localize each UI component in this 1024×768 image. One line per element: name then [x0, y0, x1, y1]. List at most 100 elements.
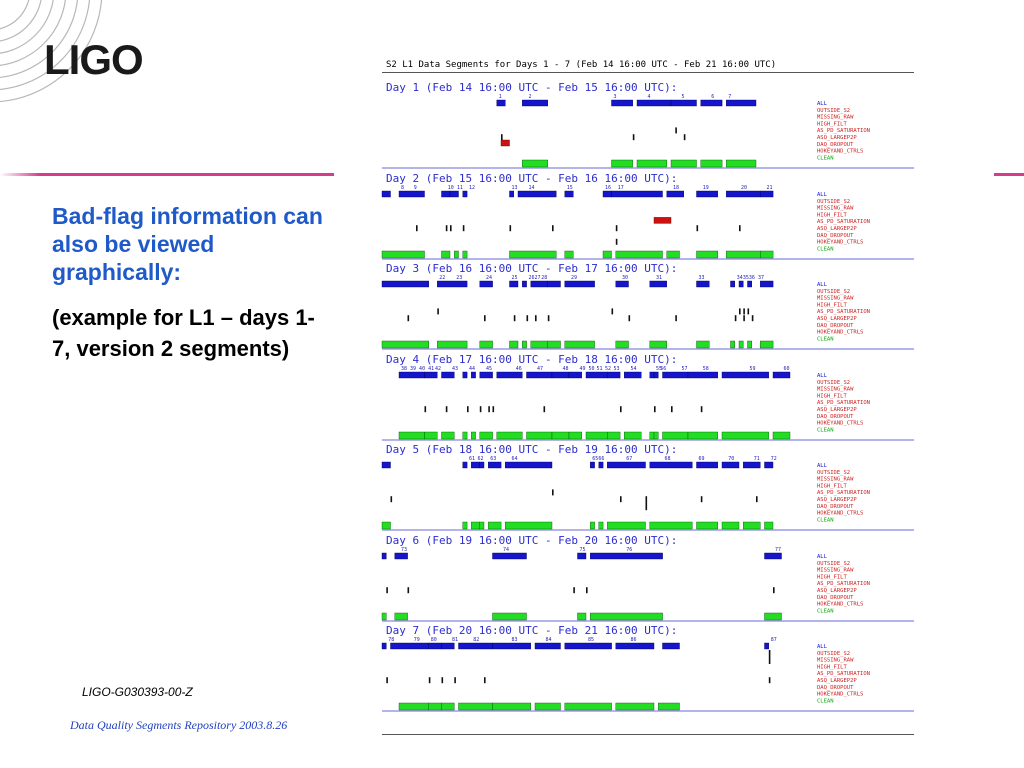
flag-tick [424, 405, 427, 412]
day-header: Day 5 (Feb 18 16:00 UTC - Feb 19 16:00 U… [386, 443, 677, 456]
clean-segment-bar [700, 159, 723, 168]
segment-bar [696, 190, 718, 197]
clean-segment-bar [492, 702, 531, 711]
segment-number: 57 [682, 366, 688, 372]
segment-number: 43 [452, 366, 458, 372]
clean-segment-bar [471, 431, 476, 439]
flag-label: OUTSIDE_S2 [817, 289, 850, 295]
segment-number: 82 [473, 637, 479, 643]
segment-number: 5 [682, 94, 685, 100]
segment-bar [607, 461, 646, 469]
segment-number: 53 [614, 366, 620, 372]
segment-number: 62 [478, 456, 484, 462]
flag-label: ALL [817, 373, 828, 379]
flag-tick [751, 315, 754, 322]
flag-label: HOKEYAND_CTRLS [817, 149, 863, 155]
segment-number: 74 [503, 547, 509, 553]
segment-number: 6 [711, 94, 714, 100]
segment-number: 76 [626, 547, 632, 553]
day-panel-4: Day 4 (Feb 17 16:00 UTC - Feb 18 16:00 U… [382, 353, 914, 440]
segment-bar [764, 642, 770, 650]
flag-tick [620, 496, 622, 503]
segment-bar [509, 190, 515, 197]
segment-number: 60 [784, 366, 790, 372]
segment-number: 20 [741, 185, 747, 191]
segment-bar [509, 280, 519, 288]
flag-tick [768, 677, 771, 684]
segment-bar [394, 552, 408, 559]
clean-segment-bar [381, 250, 425, 258]
flag-label: DAQ_DROPOUT [817, 142, 854, 148]
clean-segment-bar [479, 340, 493, 349]
clean-segment-bar [509, 340, 519, 349]
segment-number: 63 [490, 456, 496, 462]
flag-tick [734, 315, 737, 322]
flag-label: CLEAN [817, 517, 834, 523]
segment-number: 48 [563, 366, 569, 372]
flag-tick [390, 496, 393, 503]
segment-number: 73 [401, 547, 407, 553]
segment-bar [462, 371, 468, 378]
clean-segment-bar [738, 340, 744, 349]
clean-segment-bar [696, 340, 710, 349]
flag-tick [513, 315, 516, 322]
flag-label: ALL [817, 101, 828, 107]
segment-number: 52 [605, 366, 611, 372]
flag-label: ALL [817, 463, 828, 469]
segment-number: 9 [414, 185, 417, 191]
segment-bar [496, 371, 523, 378]
clean-segment-bar [764, 521, 774, 530]
flag-label: OUTSIDE_S2 [817, 379, 850, 385]
flag-label: ASQ_LARGEP2P [817, 588, 857, 594]
flag-label: DAQ_DROPOUT [817, 504, 854, 510]
segment-bar [649, 280, 667, 288]
clean-segment-bar [526, 431, 553, 439]
segment-number: 19 [703, 185, 709, 191]
clean-segment-bar [615, 340, 629, 349]
flag-label: AS_PD_SATURATION [817, 309, 870, 315]
flag-label: MISSING_RAW [817, 205, 854, 211]
flag-tick [573, 586, 575, 593]
flag-tick [628, 315, 631, 322]
segment-number: 10 11 [448, 185, 463, 191]
flag-label: ALL [817, 554, 828, 560]
flag-label: DAQ_DROPOUT [817, 323, 854, 329]
flag-label: HIGH_FILT [817, 121, 847, 127]
segment-number: 81 [452, 637, 458, 643]
segment-bar [772, 371, 791, 378]
flag-label: OUTSIDE_S2 [817, 560, 850, 566]
clean-segment-bar [381, 612, 387, 620]
segment-bar [611, 99, 633, 107]
segment-bar [568, 371, 582, 378]
clean-segment-bar [590, 612, 663, 620]
flag-label: DAQ_DROPOUT [817, 232, 854, 238]
segment-number: 12 [469, 185, 475, 191]
segment-bar [479, 461, 485, 469]
segment-number: 30 [622, 275, 628, 281]
flag-tick [739, 308, 741, 315]
clean-segment-bar [462, 250, 468, 258]
document-id: LIGO-G030393-00-Z [82, 685, 193, 699]
flag-tick [700, 496, 703, 503]
segment-number: 23 [456, 275, 462, 281]
segment-bar [522, 280, 527, 288]
clean-segment-bar [522, 340, 527, 349]
segment-number: 69 [699, 456, 705, 462]
flag-label: HOKEYAND_CTRLS [817, 601, 863, 607]
flag-tick [526, 315, 529, 322]
segment-number: 15 [567, 185, 573, 191]
segment-number: 1 [499, 94, 502, 100]
segment-bar [381, 190, 391, 197]
segment-bar [462, 190, 468, 197]
segment-bar [726, 99, 757, 107]
clean-segment-bar [649, 521, 693, 530]
flag-tick [484, 677, 486, 684]
flag-tick [386, 586, 388, 593]
day-header: Day 7 (Feb 20 16:00 UTC - Feb 21 16:00 U… [386, 624, 677, 637]
segment-number: 44 [469, 366, 475, 372]
flag-label: AS_PD_SATURATION [817, 671, 870, 677]
clean-segment-bar [462, 521, 468, 530]
segment-number: 56 [660, 366, 666, 372]
clean-segment-bar [696, 250, 718, 258]
flag-tick [501, 134, 503, 141]
